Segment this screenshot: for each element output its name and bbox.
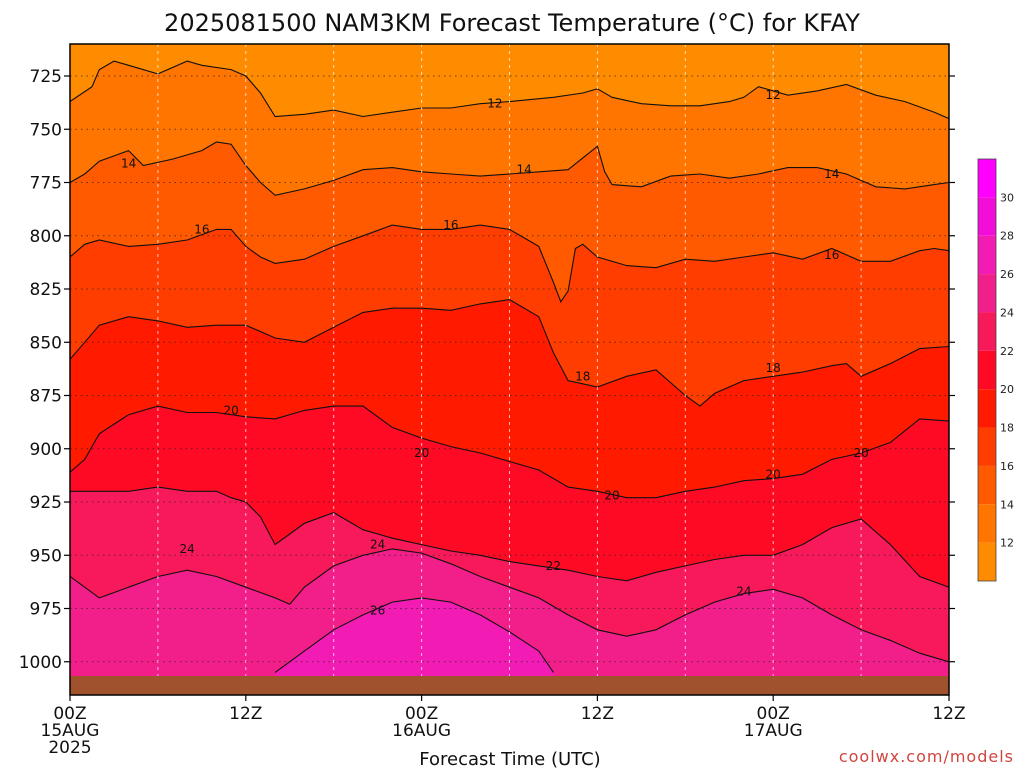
x-tick-label: 2025 xyxy=(48,738,91,758)
contour-label: 26 xyxy=(370,604,385,618)
contour-label: 14 xyxy=(824,167,839,181)
colorbar-swatch xyxy=(978,159,996,198)
y-tick-label: 875 xyxy=(30,387,62,407)
x-tick-label: 17AUG xyxy=(744,721,803,741)
contour-label: 12 xyxy=(766,88,781,102)
contour-label: 18 xyxy=(575,369,590,383)
colorbar-label: 28 xyxy=(1000,230,1014,243)
colorbar-label: 20 xyxy=(1000,383,1014,396)
colorbar-label: 14 xyxy=(1000,498,1014,511)
band-26 xyxy=(275,597,554,679)
terrain-ground xyxy=(70,676,949,695)
contour-line-22 xyxy=(70,486,949,588)
colorbar-label: 18 xyxy=(1000,422,1014,435)
colorbar-swatch xyxy=(978,542,996,581)
plot-frame xyxy=(69,43,950,696)
contour-label: 20 xyxy=(224,403,239,417)
x-tick-label: 12Z xyxy=(932,704,965,724)
contour-label: 24 xyxy=(180,542,195,556)
contour-label: 14 xyxy=(517,163,532,177)
colorbar-label: 16 xyxy=(1000,460,1014,473)
contour-lines xyxy=(70,60,949,673)
x-tick-label: 00Z xyxy=(405,704,438,724)
colorbar-swatch xyxy=(978,504,996,543)
colorbar-swatch xyxy=(978,427,996,466)
contour-line-18 xyxy=(70,299,949,407)
colorbar-frame xyxy=(977,158,997,582)
y-tick-label: 725 xyxy=(30,67,62,87)
contour-label: 20 xyxy=(414,446,429,460)
contour-label: 22 xyxy=(546,559,561,573)
x-tick-label: 00Z xyxy=(757,704,790,724)
contour-label: 14 xyxy=(121,156,136,170)
contour-line-20 xyxy=(70,405,949,499)
colorbar-swatch xyxy=(978,312,996,351)
contour-line-12 xyxy=(70,60,949,120)
x-tick-label: 12Z xyxy=(229,704,262,724)
colorbar-swatch xyxy=(978,465,996,505)
y-tick-label: 975 xyxy=(30,600,62,620)
colorbar-label: 12 xyxy=(1000,537,1014,550)
colorbar-swatch xyxy=(978,274,996,313)
x-tick-label: 00Z xyxy=(53,704,86,724)
chart-title: 2025081500 NAM3KM Forecast Temperature (… xyxy=(164,9,860,37)
y-tick-label: 900 xyxy=(30,440,62,460)
contour-label: 20 xyxy=(604,489,619,503)
colorbar-label: 30 xyxy=(1000,191,1014,204)
contour-label: 16 xyxy=(194,222,209,236)
y-axis: 725 750 775 800 825 850 875 900 925 950 975 1000 xyxy=(19,67,955,673)
y-tick-label: 775 xyxy=(30,174,62,194)
colorbar-swatch xyxy=(978,350,996,390)
contour-label: 24 xyxy=(370,538,385,552)
colorbar: 12 14 16 18 20 22 24 26 28 30 xyxy=(977,158,1014,582)
y-tick-label: 800 xyxy=(30,227,62,247)
contour-line-16 xyxy=(70,224,949,303)
contour-line-14 xyxy=(70,141,949,196)
contour-label: 18 xyxy=(766,361,781,375)
x-axis-label: Forecast Time (UTC) xyxy=(419,749,600,768)
colorbar-label: 24 xyxy=(1000,306,1014,319)
x-tick-label: 12Z xyxy=(581,704,614,724)
y-tick-label: 925 xyxy=(30,493,62,513)
y-tick-label: 1000 xyxy=(19,653,62,673)
contour-label: 12 xyxy=(487,97,502,111)
colorbar-swatch xyxy=(978,197,996,236)
grid-lines xyxy=(70,44,949,679)
contour-label: 20 xyxy=(853,446,868,460)
colorbar-swatch xyxy=(978,389,996,428)
contour-label: 20 xyxy=(766,467,781,481)
contour-label: 16 xyxy=(824,248,839,262)
colorbar-label: 22 xyxy=(1000,345,1014,358)
colorbar-swatch xyxy=(978,235,996,275)
contour-label: 16 xyxy=(443,218,458,232)
x-tick-label: 15AUG xyxy=(41,721,100,741)
y-tick-label: 825 xyxy=(30,280,62,300)
contour-label: 24 xyxy=(736,584,751,598)
y-tick-label: 750 xyxy=(30,120,62,140)
contour-line-24 xyxy=(70,548,949,663)
credit-text: coolwx.com/models xyxy=(839,747,1014,766)
contour-labels: 12 12 14 14 14 16 16 16 18 18 20 20 20 20 20 22 24 24 24 26 xyxy=(121,88,869,617)
x-tick-label: 16AUG xyxy=(392,721,451,741)
y-tick-label: 850 xyxy=(30,333,62,353)
colorbar-label: 26 xyxy=(1000,268,1014,281)
y-tick-label: 950 xyxy=(30,546,62,566)
